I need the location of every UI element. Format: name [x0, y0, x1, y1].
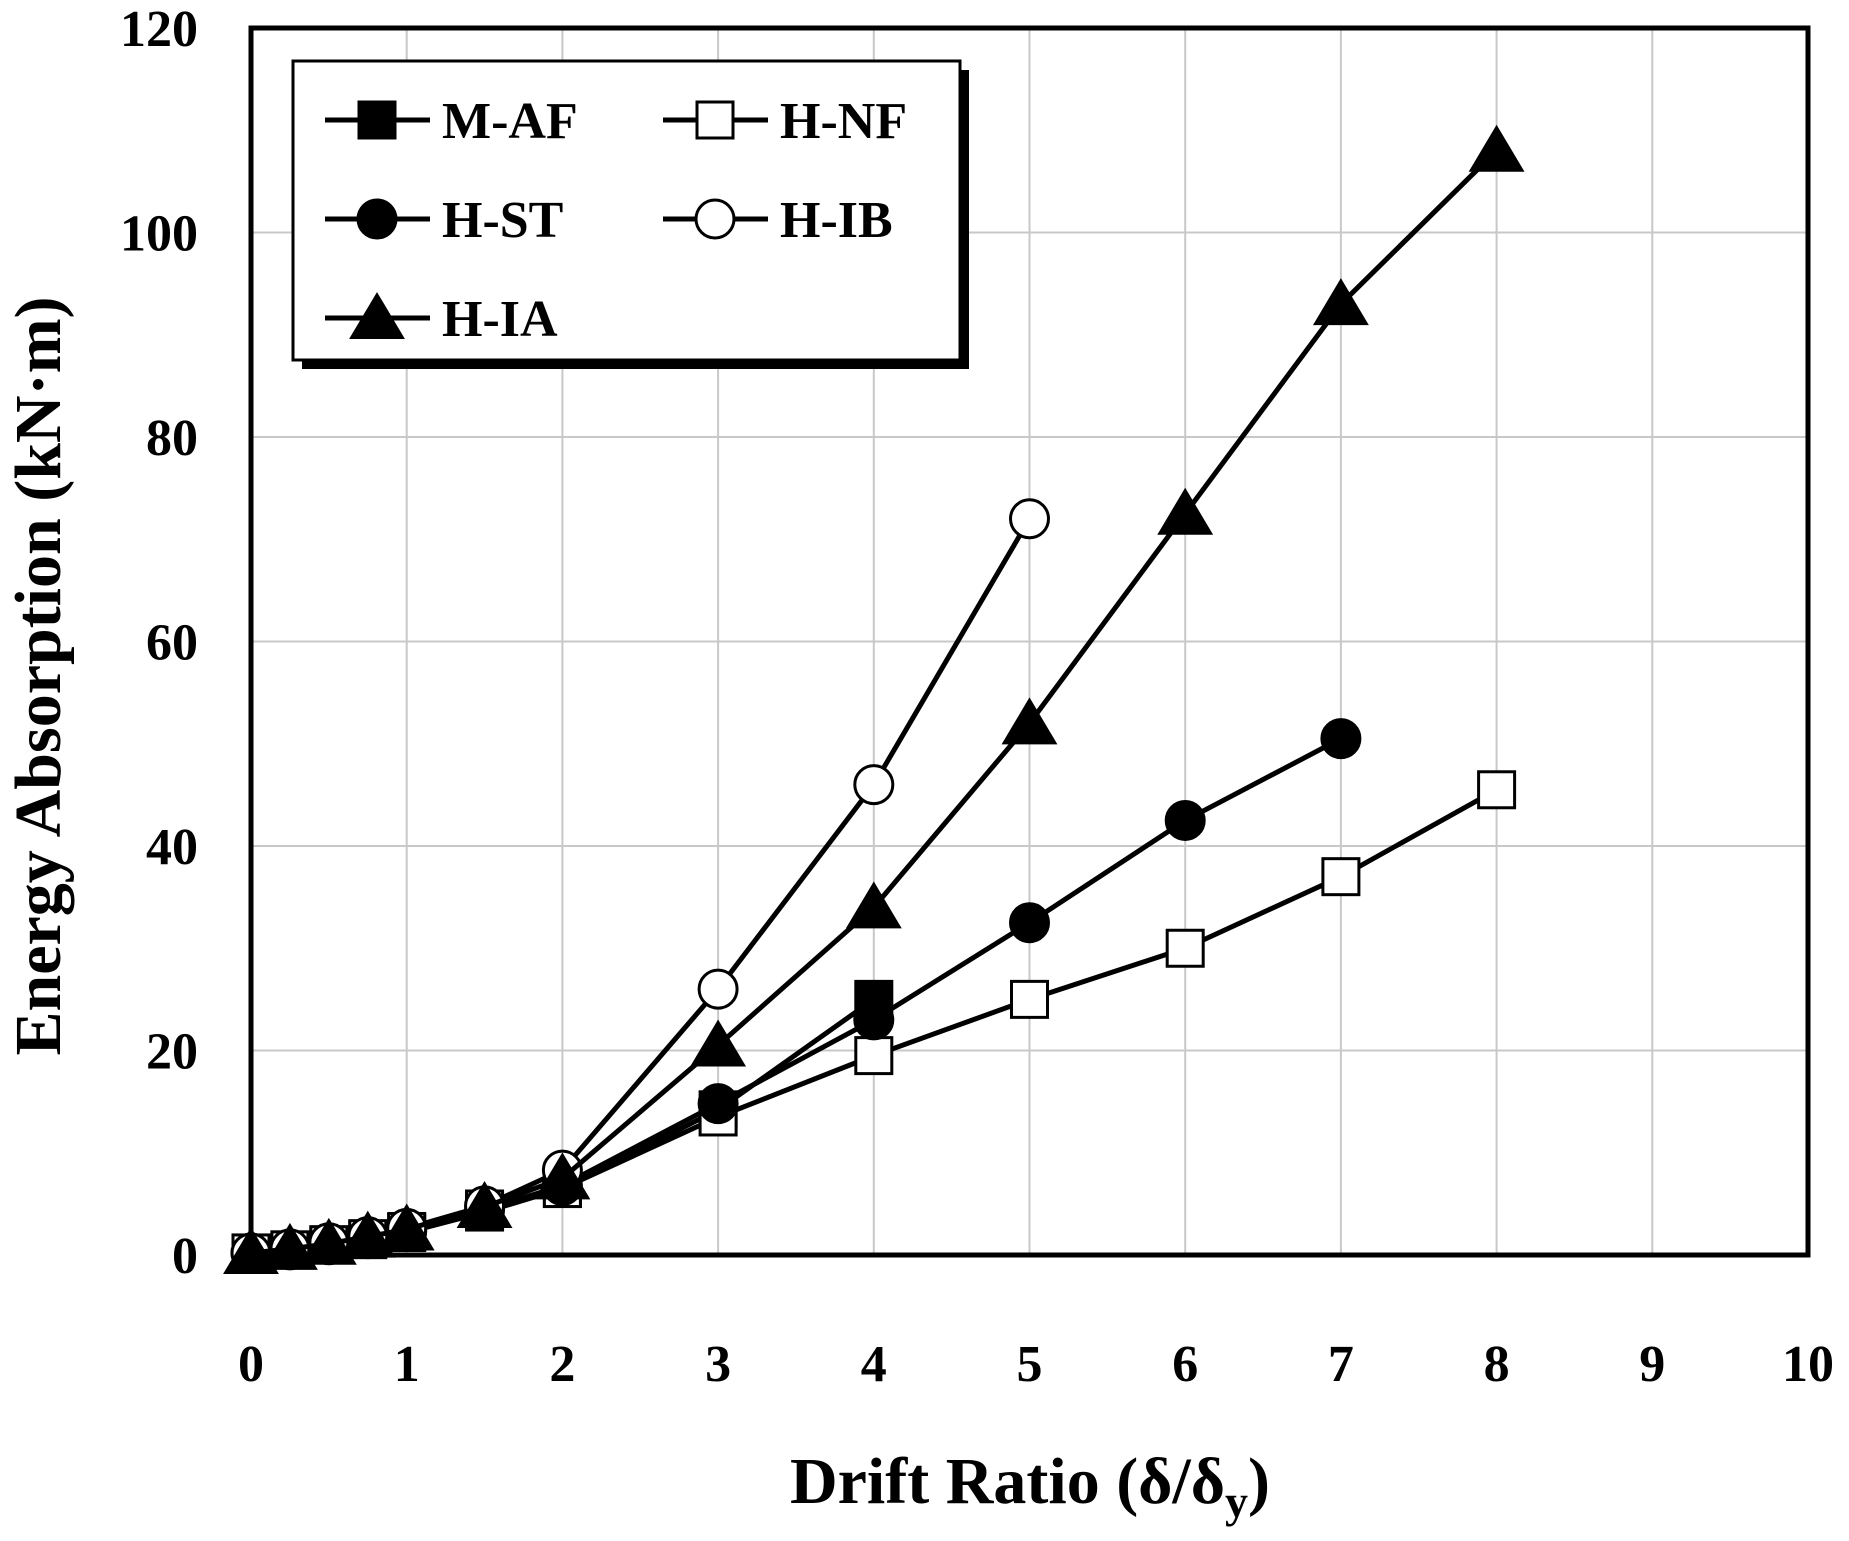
- data-point-h-nf: [1165, 928, 1205, 968]
- data-point-h-ia: [534, 1152, 591, 1200]
- data-point-h-st: [853, 999, 895, 1041]
- legend-item-h-ib: H-IB: [663, 192, 893, 249]
- legend-item-h-st: H-ST: [325, 192, 563, 249]
- data-point-h-ia: [456, 1181, 513, 1228]
- legend-label-h-st: H-ST: [442, 192, 563, 249]
- data-point-h-ia: [1468, 124, 1525, 172]
- data-point-h-ib: [1009, 498, 1050, 540]
- data-point-h-ia: [845, 881, 902, 929]
- x-tick-labels: 0 1 2 3 4 5 6 7 8 9 10: [238, 1336, 1834, 1393]
- legend-label-h-ia: H-IA: [442, 291, 558, 348]
- legend-marker-h-ib: [694, 198, 736, 240]
- x-tick-label: 9: [1639, 1336, 1665, 1393]
- data-point-h-ib: [697, 968, 739, 1010]
- data-point-h-ia: [1001, 697, 1058, 745]
- legend-label-h-ib: H-IB: [780, 192, 893, 249]
- x-tick-label: 0: [238, 1336, 264, 1393]
- x-axis-title: Drift Ratio (δ/δy): [790, 1445, 1270, 1527]
- legend-box: [291, 59, 962, 362]
- legend-item-h-nf: H-NF: [663, 93, 907, 150]
- y-tick-label: 0: [172, 1228, 198, 1285]
- y-tick-labels: 0 20 40 60 80 100 120: [120, 1, 198, 1285]
- y-axis-title: Energy Absorption (kN·m): [2, 296, 75, 1055]
- plot-frame: [248, 25, 1811, 1258]
- x-tick-label: 3: [705, 1336, 731, 1393]
- legend-marker-h-ia: [349, 292, 405, 340]
- x-tick-label: 10: [1782, 1336, 1834, 1393]
- y-tick-label: 40: [146, 819, 198, 876]
- legend-item-h-ia: H-IA: [325, 291, 558, 348]
- data-point-h-nf: [1010, 979, 1049, 1019]
- data-point-h-ia: [261, 1222, 318, 1270]
- y-tick-label: 20: [146, 1024, 198, 1081]
- data-point-h-nf: [854, 1036, 894, 1076]
- series-h-ia: [223, 124, 1525, 1275]
- legend-marker-m-af: [357, 100, 397, 140]
- x-tick-label: 6: [1172, 1336, 1198, 1393]
- x-tick-label: 1: [394, 1336, 420, 1393]
- x-tick-label: 4: [861, 1336, 887, 1393]
- legend: M-AF H-NF H-ST H-IB H-IA: [291, 59, 969, 369]
- x-tick-label: 8: [1484, 1336, 1510, 1393]
- y-tick-label: 100: [120, 206, 198, 263]
- legend-marker-h-nf: [695, 100, 735, 140]
- y-tick-label: 80: [146, 410, 198, 467]
- data-point-h-ia: [690, 1019, 747, 1067]
- data-point-h-st: [697, 1083, 739, 1125]
- legend-label-h-nf: H-NF: [780, 93, 907, 150]
- data-point-h-nf: [1477, 770, 1517, 810]
- data-point-h-ia: [378, 1203, 435, 1251]
- series-layer: [223, 124, 1525, 1275]
- data-point-h-ia: [1312, 278, 1369, 326]
- data-point-h-ib: [853, 764, 895, 806]
- data-point-h-st: [1009, 902, 1050, 944]
- x-tick-label: 7: [1328, 1336, 1354, 1393]
- legend-marker-h-st: [356, 198, 398, 240]
- data-point-h-nf: [1321, 857, 1361, 897]
- legend-label-m-af: M-AF: [442, 93, 578, 150]
- data-point-h-ia: [1157, 487, 1214, 535]
- y-tick-label: 60: [146, 615, 198, 672]
- data-point-h-st: [1164, 799, 1206, 841]
- y-tick-label: 120: [120, 1, 198, 58]
- legend-item-m-af: M-AF: [325, 93, 578, 150]
- x-tick-label: 5: [1017, 1336, 1043, 1393]
- data-point-h-st: [1320, 718, 1362, 760]
- x-tick-label: 2: [549, 1336, 575, 1393]
